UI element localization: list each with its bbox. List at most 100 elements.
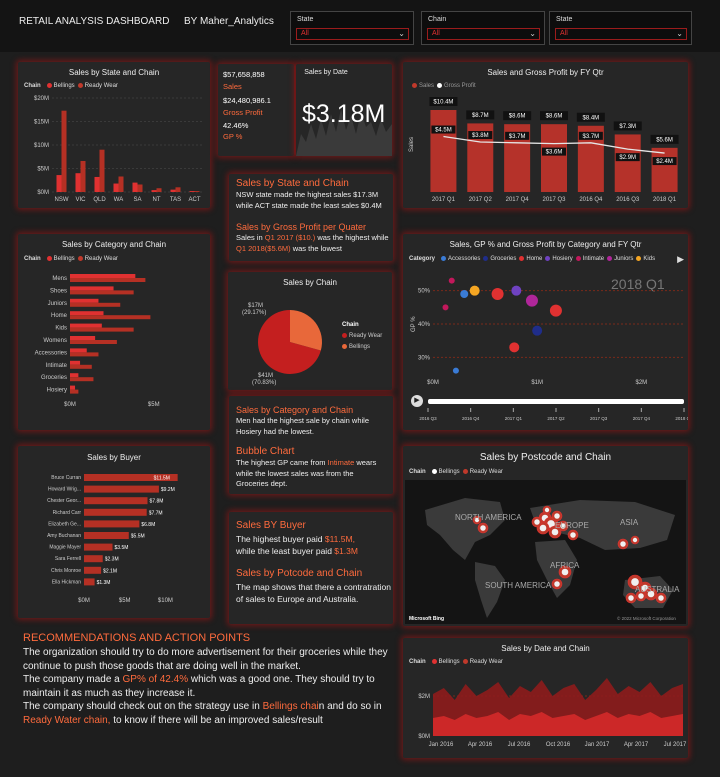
play-axis-label: 2018 Q1 bbox=[675, 416, 688, 421]
legend-swatch bbox=[575, 256, 581, 261]
x-tick-label: NT bbox=[153, 197, 161, 203]
bar-bellings bbox=[189, 191, 195, 192]
chart-legend: Category Accessories Groceries Home Hosiery I… bbox=[409, 256, 656, 263]
date-chain-svg: $2M $0M Jan 2016 Apr 2016 Jul 2016 Oct 2016 Ja… bbox=[418, 678, 687, 748]
data-label-bg bbox=[613, 121, 642, 131]
bar-bellings bbox=[70, 385, 76, 390]
bubble-point bbox=[452, 367, 459, 374]
play-axis-label: 2017 Q1 bbox=[505, 416, 523, 421]
legend-swatch bbox=[607, 256, 613, 261]
gp-data-label: $2.9M bbox=[619, 155, 636, 161]
legend-label: Groceries bbox=[490, 256, 517, 263]
data-label-bg bbox=[540, 111, 568, 121]
play-axis-label: 2017 Q4 bbox=[633, 416, 651, 421]
x-tick-label: ACT bbox=[189, 197, 201, 203]
bar-readywear bbox=[156, 188, 162, 192]
data-label-bg bbox=[466, 110, 495, 120]
pie-data-label: $17M bbox=[248, 303, 263, 309]
gp-data-label: $2.4M bbox=[656, 159, 673, 165]
chain-pie-panel: Sales by Chain $41M (70.83%) $17M (29.17%) … bbox=[228, 272, 392, 390]
pie-slice bbox=[290, 310, 322, 351]
note-cat-title: Sales by Category and Chain bbox=[236, 405, 354, 415]
x-tick-label: Jan 2016 bbox=[429, 742, 454, 748]
x-tick-label: QLD bbox=[93, 197, 106, 203]
chart-title: Sales, GP % and Gross Profit by Category… bbox=[449, 240, 642, 249]
y-tick-label: Groceries bbox=[41, 375, 67, 381]
bar-bellings bbox=[132, 182, 138, 192]
sales-data-label: $7.3M bbox=[619, 124, 636, 130]
chevron-right-icon[interactable]: ▶ bbox=[677, 254, 684, 264]
gp-data-label: $3.8M bbox=[472, 133, 489, 139]
bar-bellings bbox=[70, 323, 102, 328]
chart-title: Sales by State and Chain bbox=[68, 68, 160, 77]
x-tick-label: Jan 2017 bbox=[585, 742, 610, 748]
gross-profit-label: Gross Profit bbox=[223, 108, 263, 117]
postcode-map-panel: Sales by Postcode and Chain Chain Belling… bbox=[403, 446, 688, 626]
y-tick-label: 30% bbox=[418, 355, 431, 361]
state-slicer-2[interactable]: State All ⌄ bbox=[549, 11, 692, 45]
map-label: SOUTH AMERICA bbox=[485, 581, 552, 590]
chevron-down-icon: ⌄ bbox=[529, 29, 536, 38]
bubble-point bbox=[491, 288, 504, 300]
sales-value: $57,658,858 bbox=[223, 70, 265, 79]
bar-readywear bbox=[70, 377, 94, 382]
state-slicer[interactable]: State All ⌄ bbox=[290, 11, 414, 45]
bar-readywear bbox=[70, 364, 92, 369]
sales-data-label: $8.7M bbox=[472, 113, 489, 119]
gp-data-label: $4.5M bbox=[435, 128, 452, 134]
x-tick-label: 2017 Q2 bbox=[469, 197, 493, 203]
state-dropdown[interactable]: All ⌄ bbox=[296, 28, 409, 40]
chain-dropdown[interactable]: All ⌄ bbox=[427, 28, 540, 40]
map-bubble-bellings bbox=[631, 578, 639, 586]
y-tick-label: $5M bbox=[37, 167, 49, 173]
y-axis-label: GP % bbox=[411, 316, 417, 332]
y-tick-label: Intimate bbox=[46, 363, 68, 369]
legend-label: Juniors bbox=[614, 256, 634, 263]
legend-swatch bbox=[441, 256, 447, 261]
bar-bellings bbox=[70, 360, 81, 365]
notes-category-panel: Sales by Category and Chain Men had the … bbox=[229, 396, 393, 494]
map-bubble-bellings bbox=[638, 593, 644, 599]
x-tick-label: Apr 2017 bbox=[624, 742, 649, 748]
recommendations-panel: RECOMMENDATIONS AND ACTION POINTS The or… bbox=[18, 630, 390, 760]
bar-sales bbox=[541, 124, 567, 192]
x-tick-label: Jul 2016 bbox=[508, 742, 531, 748]
slicer-label: Chain bbox=[428, 16, 447, 23]
play-icon[interactable]: ▶ bbox=[411, 395, 423, 407]
x-tick-label: NSW bbox=[55, 197, 69, 203]
play-axis-slider[interactable] bbox=[428, 399, 684, 404]
bar-bellings bbox=[113, 183, 119, 192]
world-map[interactable]: NORTH AMERICA EUROPE ASIA AFRICA SOUTH A… bbox=[405, 480, 686, 624]
state-chain-svg: $0M $5M $10M $15M $20M NSW VIC QLD WA SA NT TAS ACT bbox=[34, 96, 204, 203]
y-tick-label: 50% bbox=[418, 289, 431, 295]
bar-bellings bbox=[70, 311, 104, 316]
x-tick-label: Jul 2017 bbox=[664, 742, 687, 748]
bubble-point bbox=[509, 342, 520, 353]
x-tick-label: 2017 Q1 bbox=[432, 197, 456, 203]
bar-buyer bbox=[84, 566, 102, 574]
x-tick-label: Oct 2016 bbox=[546, 742, 571, 748]
gp-percent-label: GP % bbox=[223, 132, 243, 141]
data-label: $3.5M bbox=[115, 545, 129, 551]
bar-bellings bbox=[70, 274, 136, 278]
chain-pie-svg: $41M(70.83%) $17M(29.17%) bbox=[242, 303, 322, 386]
chart-title: Sales by Chain bbox=[283, 278, 337, 287]
x-tick-label: $5M bbox=[119, 598, 131, 604]
play-axis-label: 2016 Q4 bbox=[462, 416, 480, 421]
card-title: Sales by Date bbox=[304, 69, 348, 76]
y-tick-label: 40% bbox=[418, 322, 431, 328]
chart-title: Sales and Gross Profit by FY Qtr bbox=[487, 68, 604, 77]
bubble-svg: GP % 50% 40% 30% $0M $1M $2M 2016 Q3 2016 Q4 2017… bbox=[411, 277, 688, 421]
note-buyer-body: The highest buyer paid $11.5M, while the … bbox=[236, 534, 358, 556]
bar-buyer bbox=[84, 543, 113, 551]
state-dropdown-2[interactable]: All ⌄ bbox=[555, 28, 687, 40]
legend-swatch bbox=[483, 256, 489, 261]
play-axis-label: 2016 Q3 bbox=[419, 416, 437, 421]
data-label-bg bbox=[615, 153, 640, 162]
chain-slicer[interactable]: Chain All ⌄ bbox=[421, 11, 545, 45]
play-frame-label: 2018 Q1 bbox=[611, 276, 665, 292]
gp-percent-value: 42.46% bbox=[223, 121, 249, 130]
chart-title: Sales by Buyer bbox=[87, 453, 141, 462]
map-bubble-bellings bbox=[658, 595, 664, 601]
